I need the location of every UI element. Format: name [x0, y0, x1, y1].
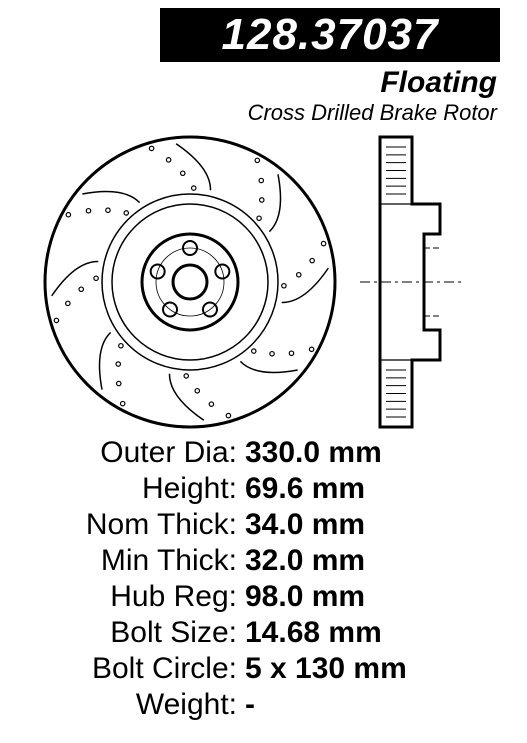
spec-value: 32.0 mm: [245, 544, 365, 578]
spec-label: Nom Thick:: [0, 508, 245, 542]
spec-value: 5 x 130 mm: [245, 652, 407, 686]
spec-row: Outer Dia:330.0 mm: [0, 436, 527, 470]
spec-row: Bolt Circle:5 x 130 mm: [0, 652, 527, 686]
spec-value: 330.0 mm: [245, 436, 382, 470]
spec-row: Height:69.6 mm: [0, 472, 527, 506]
spec-label: Height:: [0, 472, 245, 506]
part-number: 128.37037: [222, 10, 439, 60]
spec-label: Min Thick:: [0, 544, 245, 578]
spec-row: Weight:-: [0, 688, 527, 722]
spec-label: Bolt Circle:: [0, 652, 245, 686]
spec-value: 98.0 mm: [245, 580, 365, 614]
rotor-diagram: [0, 132, 527, 432]
subtitle: Cross Drilled Brake Rotor: [248, 100, 497, 126]
spec-label: Weight:: [0, 688, 245, 722]
spec-value: 14.68 mm: [245, 616, 382, 650]
header-bar: 128.37037: [160, 8, 500, 62]
spec-value: 69.6 mm: [245, 472, 365, 506]
spec-value: 34.0 mm: [245, 508, 365, 542]
spec-label: Outer Dia:: [0, 436, 245, 470]
specs-table: Outer Dia:330.0 mmHeight:69.6 mmNom Thic…: [0, 436, 527, 724]
spec-value: -: [245, 688, 255, 722]
floating-label: Floating: [380, 66, 497, 100]
diagram-area: [0, 132, 527, 432]
spec-row: Hub Reg:98.0 mm: [0, 580, 527, 614]
spec-row: Min Thick:32.0 mm: [0, 544, 527, 578]
spec-row: Bolt Size:14.68 mm: [0, 616, 527, 650]
spec-label: Hub Reg:: [0, 580, 245, 614]
spec-label: Bolt Size:: [0, 616, 245, 650]
spec-row: Nom Thick:34.0 mm: [0, 508, 527, 542]
